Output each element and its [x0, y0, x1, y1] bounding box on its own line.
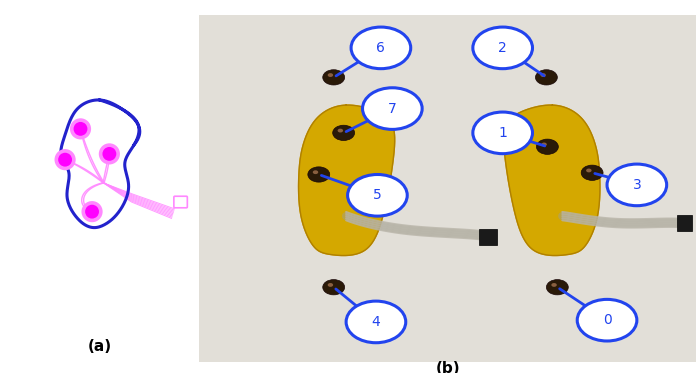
Text: 4: 4	[372, 315, 380, 329]
Text: 3: 3	[633, 178, 641, 192]
Circle shape	[578, 300, 637, 341]
Circle shape	[541, 142, 547, 146]
Circle shape	[473, 112, 533, 154]
Circle shape	[586, 169, 592, 172]
Circle shape	[328, 73, 333, 77]
Circle shape	[313, 170, 319, 174]
Text: 5: 5	[373, 188, 382, 202]
Circle shape	[540, 73, 546, 77]
Text: (b): (b)	[435, 361, 461, 373]
Circle shape	[102, 147, 116, 161]
Circle shape	[607, 164, 666, 206]
Text: 1: 1	[498, 126, 507, 140]
Circle shape	[581, 165, 603, 181]
Text: (a): (a)	[88, 339, 112, 354]
Polygon shape	[299, 105, 395, 256]
FancyBboxPatch shape	[174, 196, 188, 208]
Circle shape	[348, 175, 407, 216]
Circle shape	[328, 283, 333, 287]
Text: 7: 7	[388, 101, 397, 116]
Circle shape	[332, 125, 355, 141]
Circle shape	[85, 205, 99, 219]
Text: 6: 6	[377, 41, 385, 55]
Circle shape	[55, 149, 76, 170]
Circle shape	[323, 280, 344, 295]
Circle shape	[58, 153, 72, 167]
Bar	[677, 216, 692, 231]
Bar	[479, 229, 497, 245]
Circle shape	[337, 129, 343, 132]
Circle shape	[70, 118, 91, 140]
Circle shape	[99, 143, 120, 164]
Text: 2: 2	[498, 41, 507, 55]
Polygon shape	[504, 105, 600, 256]
Text: 0: 0	[603, 313, 611, 327]
Circle shape	[363, 88, 422, 129]
Circle shape	[323, 70, 344, 85]
Circle shape	[536, 139, 559, 154]
Circle shape	[74, 122, 88, 136]
Circle shape	[346, 301, 406, 343]
Circle shape	[536, 70, 557, 85]
Circle shape	[351, 27, 411, 69]
Circle shape	[547, 280, 568, 295]
Circle shape	[473, 27, 533, 69]
Circle shape	[308, 167, 330, 182]
Circle shape	[81, 201, 103, 222]
Circle shape	[552, 283, 556, 287]
